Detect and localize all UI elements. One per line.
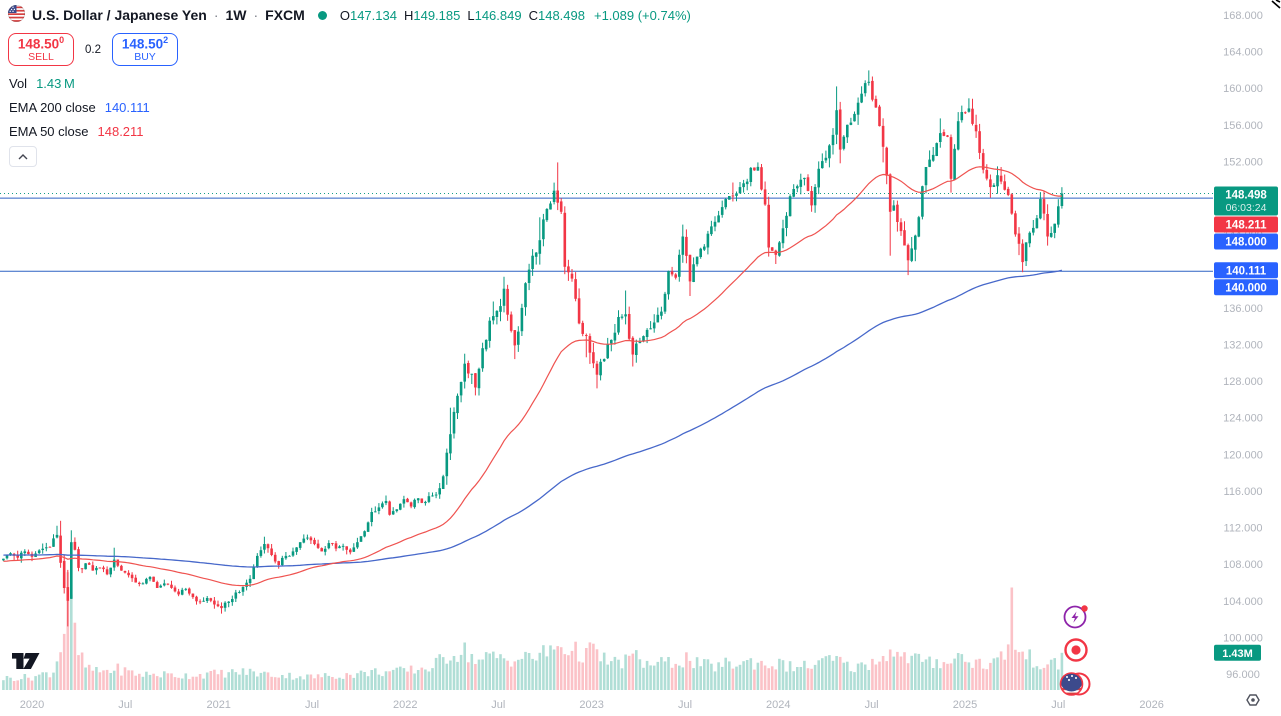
collapse-legend-button[interactable] <box>9 146 37 167</box>
svg-text:148.000: 148.000 <box>1225 237 1267 249</box>
ema200-line <box>3 269 1063 568</box>
market-status-dot <box>317 10 327 20</box>
symbol-title[interactable]: U.S. Dollar / Japanese Yen <box>32 7 207 23</box>
svg-text:1.43M: 1.43M <box>1222 648 1253 660</box>
svg-text:100.000: 100.000 <box>1223 632 1263 644</box>
ema50-value: 148.211 <box>97 124 144 139</box>
svg-text:Jul: Jul <box>678 699 692 711</box>
svg-text:132.000: 132.000 <box>1223 340 1263 352</box>
svg-text:2020: 2020 <box>20 699 44 711</box>
svg-text:Jul: Jul <box>305 699 319 711</box>
ema50-line <box>3 166 1062 587</box>
sell-button[interactable]: 148.500 SELL <box>8 33 74 66</box>
ema50-label: EMA 50 close <box>9 124 89 139</box>
volume-label: Vol <box>9 76 28 91</box>
axis-settings-gear-icon[interactable] <box>1246 694 1260 706</box>
ema200-label: EMA 200 close <box>9 100 96 115</box>
svg-text:136.000: 136.000 <box>1223 303 1263 315</box>
svg-text:2025: 2025 <box>953 699 977 711</box>
ema200-legend-row[interactable]: EMA 200 close 140.111 <box>9 100 150 116</box>
timeframe-label[interactable]: 1W <box>225 7 247 23</box>
svg-text:116.000: 116.000 <box>1224 486 1263 498</box>
svg-text:148.211: 148.211 <box>1226 220 1268 232</box>
svg-text:140.111: 140.111 <box>1226 265 1267 277</box>
svg-text:156.000: 156.000 <box>1223 120 1263 132</box>
chart-legend: U.S. Dollar / Japanese Yen · 1W · FXCM O… <box>7 4 691 167</box>
flag-country-icon[interactable] <box>1059 670 1093 703</box>
svg-text:120.000: 120.000 <box>1223 449 1263 461</box>
svg-text:06:03:24: 06:03:24 <box>1226 202 1267 214</box>
svg-text:160.000: 160.000 <box>1223 83 1263 95</box>
floating-icons <box>1059 602 1093 703</box>
ema200-value: 140.111 <box>104 100 150 115</box>
price-axis[interactable]: 96.000 100.000 104.000 108.000 112.000 116.00… <box>1223 10 1263 681</box>
svg-text:104.000: 104.000 <box>1223 596 1263 608</box>
volume-legend-row[interactable]: Vol 1.43 M <box>9 76 75 92</box>
candles <box>2 70 1064 627</box>
volume-badge <box>1214 644 1261 661</box>
svg-text:140.000: 140.000 <box>1225 282 1267 294</box>
symbol-title-row[interactable]: U.S. Dollar / Japanese Yen · 1W · FXCM O… <box>7 4 691 25</box>
svg-text:Jul: Jul <box>491 699 505 711</box>
svg-text:108.000: 108.000 <box>1223 559 1263 571</box>
svg-text:112.000: 112.000 <box>1224 523 1263 535</box>
svg-text:96.000: 96.000 <box>1226 669 1260 681</box>
svg-text:148.498: 148.498 <box>1225 190 1267 202</box>
chevron-up-icon <box>18 153 28 159</box>
svg-text:2024: 2024 <box>766 699 790 711</box>
svg-text:164.000: 164.000 <box>1223 47 1263 59</box>
exchange-label: FXCM <box>265 7 305 23</box>
volume-value: 1.43 M <box>36 76 75 91</box>
svg-text:Jul: Jul <box>865 699 879 711</box>
time-axis[interactable]: 2020 Jul 2021 Jul 2022 Jul 2023 Jul 2024 Jul 2025 J… <box>20 699 1164 711</box>
volume-pane <box>2 572 1064 690</box>
svg-text:Jul: Jul <box>118 699 132 711</box>
svg-text:2023: 2023 <box>579 699 603 711</box>
svg-text:2021: 2021 <box>206 699 230 711</box>
record-icon[interactable] <box>1063 637 1089 668</box>
svg-text:168.000: 168.000 <box>1223 10 1263 22</box>
title-separator: · <box>253 7 259 23</box>
ema-lines[interactable] <box>3 166 1063 587</box>
spread-value: 0.2 <box>85 43 101 56</box>
svg-text:2026: 2026 <box>1139 699 1163 711</box>
cursor-artifact <box>1271 0 1281 9</box>
svg-text:124.000: 124.000 <box>1223 413 1263 425</box>
buy-button[interactable]: 148.502 BUY <box>112 33 178 66</box>
ema50-legend-row[interactable]: EMA 50 close 148.211 <box>9 124 144 140</box>
svg-text:152.000: 152.000 <box>1223 156 1263 168</box>
svg-text:Jul: Jul <box>1051 699 1065 711</box>
trade-buttons: 148.500 SELL 0.2 148.502 BUY <box>8 33 178 66</box>
market-events-icon[interactable] <box>1062 602 1090 635</box>
title-separator: · <box>213 7 219 23</box>
horizontal-lines[interactable] <box>0 197 1213 272</box>
svg-text:128.000: 128.000 <box>1223 376 1263 388</box>
tradingview-logo[interactable] <box>12 652 41 675</box>
change-value: +1.089 (+0.74%) <box>593 7 691 23</box>
us-flag-icon <box>7 4 26 25</box>
svg-text:2022: 2022 <box>393 699 417 711</box>
ohlc-values: O147.134 H149.185 L146.849 C148.498 +1.0… <box>339 7 691 23</box>
